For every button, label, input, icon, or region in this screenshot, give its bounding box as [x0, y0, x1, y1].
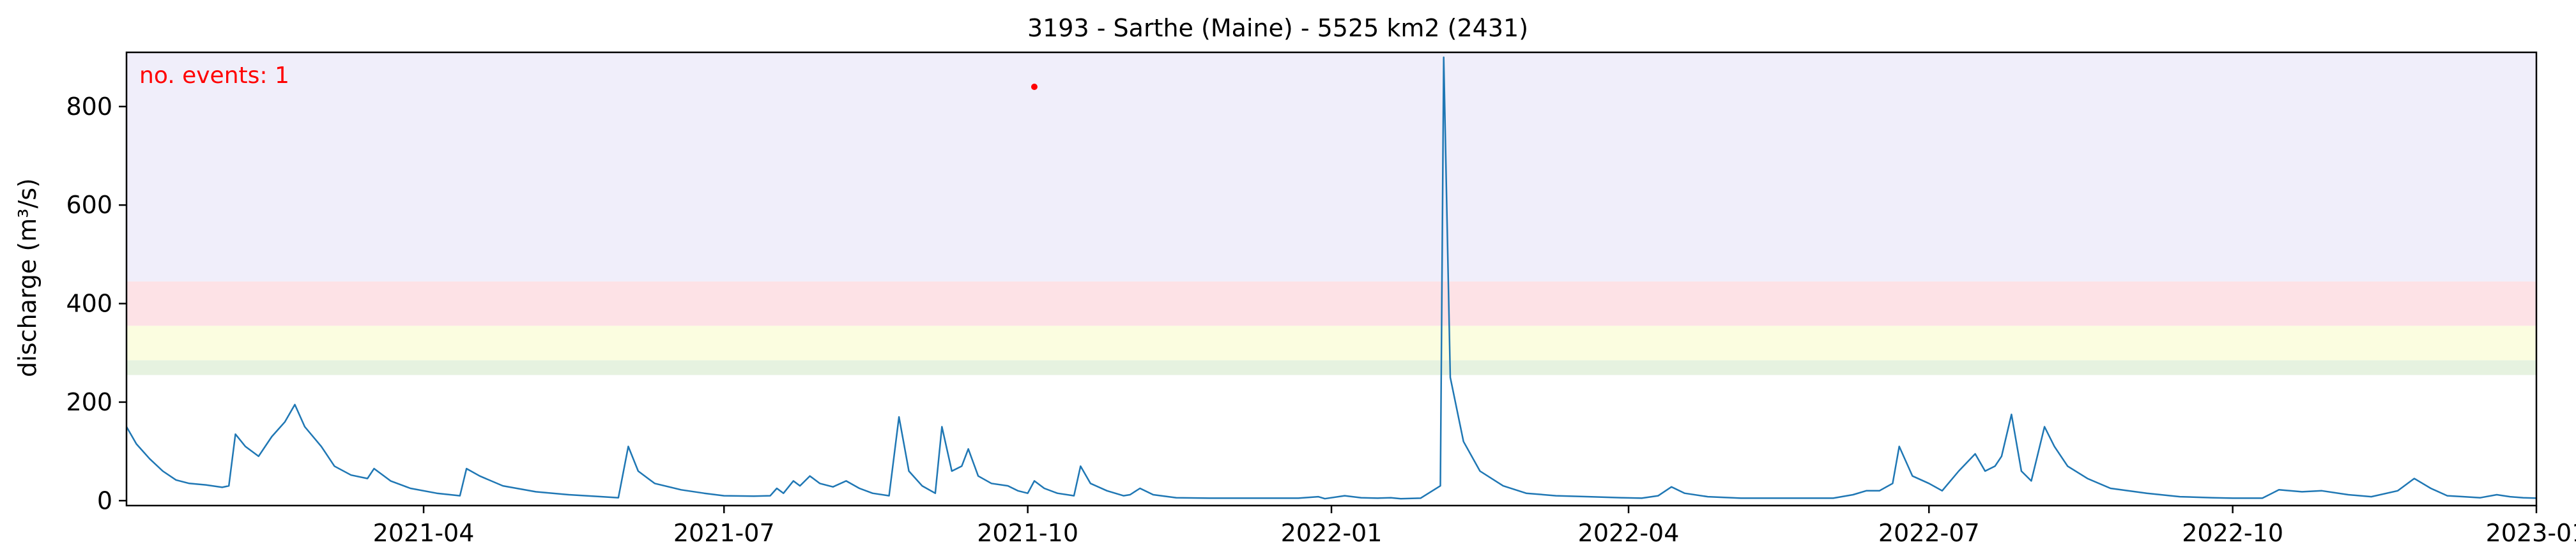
x-axis: 2021-04 2021-07 2021-10 2022-01 2022-04 2022-…	[373, 506, 2576, 547]
y-tick-label: 400	[66, 290, 112, 318]
y-tick-label: 800	[66, 93, 112, 121]
threshold-bands	[126, 52, 2536, 375]
threshold-band-1	[126, 360, 2536, 375]
chart-title: 3193 - Sarthe (Maine) - 5525 km2 (2431)	[1027, 14, 1528, 42]
event-marker	[1031, 84, 1038, 91]
y-axis: 0 200 400 600 800	[66, 93, 126, 515]
event-markers	[1031, 84, 1038, 91]
x-tick-label: 2021-07	[673, 519, 775, 547]
threshold-band-2	[126, 326, 2536, 361]
x-tick-label: 2022-10	[2182, 519, 2283, 547]
y-tick-label: 600	[66, 191, 112, 219]
threshold-band-4	[126, 52, 2536, 282]
y-tick-label: 0	[97, 486, 112, 515]
x-tick-label: 2022-04	[1578, 519, 1680, 547]
x-tick-label: 2022-07	[1878, 519, 1980, 547]
y-axis-label: discharge (m³/s)	[13, 178, 42, 377]
threshold-band-3	[126, 281, 2536, 326]
x-tick-label: 2023-01	[2486, 519, 2576, 547]
events-annotation: no. events: 1	[139, 63, 289, 89]
series-line-1	[125, 56, 2537, 500]
x-tick-label: 2022-01	[1281, 519, 1383, 547]
series-group	[125, 56, 2537, 500]
y-tick-label: 200	[66, 388, 112, 416]
x-tick-label: 2021-10	[977, 519, 1078, 547]
x-tick-label: 2021-04	[373, 519, 475, 547]
